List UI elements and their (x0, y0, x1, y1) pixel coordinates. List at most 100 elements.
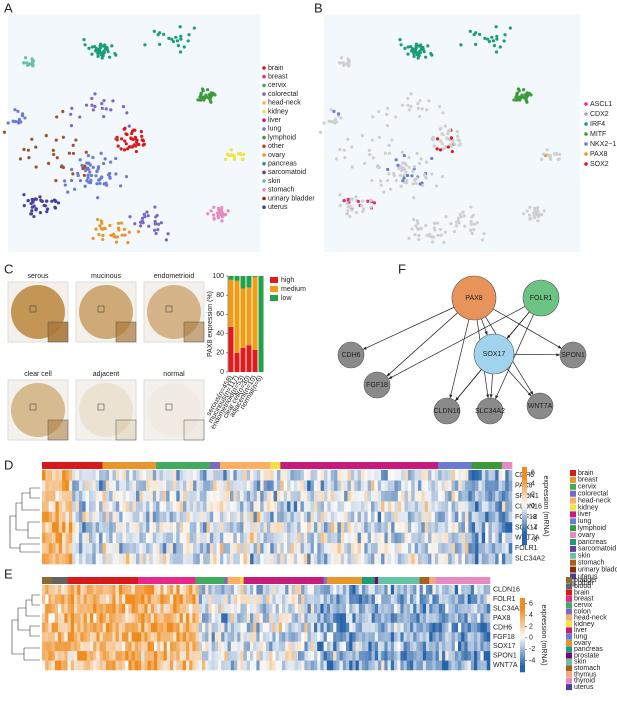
heatmap-cell (266, 470, 271, 481)
group-bar (283, 462, 288, 469)
heatmap-cell (438, 603, 443, 614)
scatter-point (175, 39, 180, 43)
heatmap-cell (288, 660, 292, 671)
scatter-point (90, 96, 94, 101)
group-bar (285, 577, 289, 584)
heatmap-cell (357, 522, 362, 533)
heatmap-cell (142, 543, 147, 554)
heatmap-cell (61, 613, 65, 624)
scatter-point (126, 241, 130, 245)
legend-swatch (262, 161, 266, 166)
heatmap-cell (320, 522, 325, 533)
scatter-point (387, 151, 392, 156)
heatmap-cell (442, 603, 446, 614)
heatmap-cell (320, 651, 324, 661)
heatmap-cell (58, 641, 62, 652)
group-bar (125, 577, 129, 584)
heatmap-cell (333, 594, 337, 605)
group-bar (236, 462, 241, 469)
heatmap-cell (243, 585, 248, 595)
heatmap-cell (78, 532, 83, 544)
heatmap-cell (339, 641, 344, 652)
heatmap-cell (394, 585, 398, 595)
group-bar (199, 462, 204, 469)
heatmap-cell (51, 622, 56, 633)
heatmap-cell (313, 522, 318, 533)
heatmap-cell (45, 490, 50, 502)
heatmap-cell (236, 522, 241, 533)
scatter-point (342, 198, 346, 203)
heatmap-cell (387, 603, 392, 614)
heatmap-cell (96, 603, 100, 614)
scatter-point (89, 178, 93, 183)
scatter-point (350, 165, 354, 169)
heatmap-cell (42, 622, 46, 633)
group-bar (263, 462, 268, 469)
legend-label: sarcomatoid (268, 169, 306, 176)
heatmap-cell (367, 480, 372, 492)
heatmap-cell (451, 532, 456, 544)
group-bar (198, 577, 203, 584)
heatmap-cell (260, 532, 264, 544)
arrowhead (557, 345, 562, 349)
heatmap-cell (125, 501, 130, 513)
heatmap-cell (435, 622, 440, 633)
group-bar (438, 577, 443, 584)
group-bar (186, 577, 190, 584)
heatmap-cell (77, 594, 81, 605)
heatmap-cell (451, 511, 456, 523)
heatmap-cell (266, 632, 270, 642)
scatter-point (329, 108, 333, 112)
heatmap-cell (72, 532, 76, 544)
heatmap-cell (374, 641, 379, 652)
heatmap-cell (82, 522, 86, 533)
heatmap-cell (346, 651, 350, 661)
legend-swatch (570, 476, 576, 483)
heatmap-cell (86, 585, 91, 595)
heatmap-cell (342, 603, 347, 614)
heatmap-cell (92, 490, 97, 502)
heatmap-cell (294, 603, 299, 614)
heatmap-cell (128, 622, 132, 633)
heatmap-cell (403, 651, 408, 661)
heatmap-cell (323, 651, 328, 661)
heatmap-cell (234, 594, 238, 605)
heatmap-cell (377, 532, 382, 544)
heatmap-cell (323, 622, 328, 633)
heatmap-cell (132, 522, 137, 533)
legend-label: breast (574, 596, 594, 603)
heatmap-cell (159, 543, 164, 554)
scatter-point (548, 157, 552, 161)
heatmap-cell (75, 553, 80, 565)
heatmap-cell (426, 585, 430, 595)
scatter-point (98, 224, 102, 228)
heatmap-cell (45, 543, 50, 554)
heatmap-cell (260, 501, 264, 513)
heatmap-cell (172, 501, 177, 513)
heatmap-cell (233, 522, 238, 533)
scatter-point (369, 198, 373, 203)
heatmap-cell (214, 641, 219, 652)
legend-label: medium (281, 286, 306, 293)
heatmap-cell (195, 622, 200, 633)
scatter-point (99, 151, 103, 156)
heatmap-cell (216, 490, 221, 502)
heatmap-cell (189, 553, 194, 565)
heatmap-cell (93, 651, 97, 661)
heatmap-cell (467, 660, 472, 671)
heatmap-cell (481, 480, 486, 492)
legend-swatch (262, 83, 266, 88)
heatmap-cell (72, 501, 76, 513)
scatter-point (455, 224, 459, 228)
legend-label: uterus (574, 684, 594, 691)
scatter-point (531, 211, 536, 215)
heatmap-cell (404, 490, 409, 502)
scatter-point (158, 31, 162, 35)
heatmap-cell (438, 501, 442, 513)
scatter-point (96, 54, 100, 58)
heatmap-cell (394, 522, 399, 533)
heatmap-cell (333, 603, 337, 614)
scatter-point (44, 199, 49, 203)
heatmap-cell (147, 622, 152, 633)
scatter-point (22, 147, 26, 152)
